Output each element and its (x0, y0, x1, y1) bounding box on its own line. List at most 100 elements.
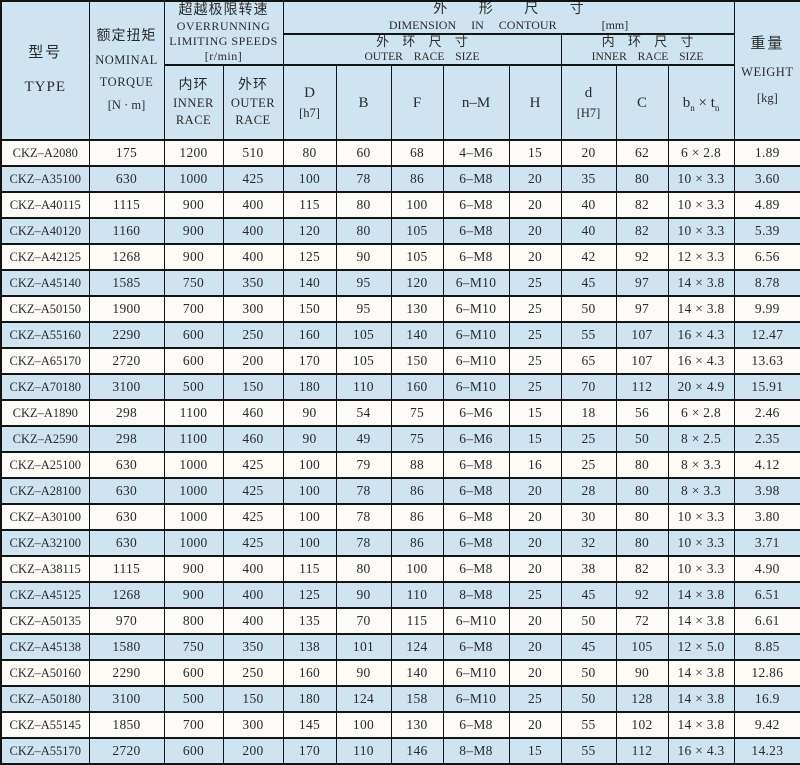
bore-diameter-cell: 20 (560, 139, 617, 168)
bolt-pattern-cell: 6–M10 (442, 607, 510, 636)
model-cell: CKZ–A65170 (0, 347, 90, 376)
inner-speed-cell: 800 (163, 607, 224, 636)
model-cell: CKZ–A55145 (0, 711, 90, 740)
inner-speed-cell: 900 (163, 243, 224, 272)
c-dim-cell: 128 (615, 685, 669, 714)
keyway-cell: 14 × 3.8 (667, 659, 735, 688)
bolt-pattern-cell: 6–M10 (442, 373, 510, 402)
c-dim-cell: 80 (615, 529, 669, 558)
inner-speed-cell: 900 (163, 191, 224, 220)
weight-cell: 9.99 (733, 295, 800, 324)
weight-cell: 6.51 (733, 581, 800, 610)
outer-speed-cell: 400 (222, 217, 284, 246)
model-cell: CKZ–A50180 (0, 685, 90, 714)
outer-diameter-cell: 145 (282, 711, 337, 740)
b-dim-cell: 79 (335, 451, 392, 480)
f-dim-cell: 130 (390, 711, 444, 740)
f-dim-cell: 100 (390, 191, 444, 220)
dimension-label-en: DIMENSION IN CONTOUR [mm] (388, 18, 629, 33)
h-dim-cell: 25 (508, 581, 562, 610)
torque-label-zh: 额定扭矩 (96, 28, 157, 44)
f-dim-cell: 124 (390, 633, 444, 662)
bolt-pattern-cell: 6–M6 (442, 425, 510, 454)
keyway-cell: 14 × 3.8 (667, 581, 735, 610)
torque-cell: 3100 (88, 685, 165, 714)
h-dim-cell: 25 (508, 685, 562, 714)
model-cell: CKZ–A55170 (0, 737, 90, 765)
bore-diameter-cell: 45 (560, 269, 617, 298)
inner-speed-cell: 700 (163, 295, 224, 324)
speeds-unit: [r/min] (204, 48, 243, 63)
f-dim-cell: 86 (390, 503, 444, 532)
model-cell: CKZ–A70180 (0, 373, 90, 402)
model-cell: CKZ–A35100 (0, 165, 90, 194)
inner-speed-cell: 750 (163, 269, 224, 298)
bore-diameter-cell: 70 (560, 373, 617, 402)
bore-diameter-cell: 18 (560, 399, 617, 428)
speeds-label-en2: LIMITING SPEEDS (169, 33, 278, 48)
outer-diameter-cell: 115 (282, 555, 337, 584)
outer-speed-label-zh: 外环 (238, 78, 268, 94)
col-header-type: 型号 TYPE (0, 0, 90, 142)
outer-size-label-zh: 外 环 尺 寸 (376, 34, 473, 49)
bolt-pattern-cell: 6–M8 (442, 503, 510, 532)
bore-diameter-cell: 28 (560, 477, 617, 506)
c-dim-cell: 80 (615, 477, 669, 506)
weight-cell: 3.98 (733, 477, 800, 506)
inner-speed-cell: 1000 (163, 477, 224, 506)
weight-label-en: WEIGHT (741, 64, 794, 79)
b-dim-cell: 78 (335, 165, 392, 194)
table-row: CKZ–A42125 1268 900 400 125 90 105 6–M8 … (0, 243, 800, 272)
c-dim-cell: 112 (615, 737, 669, 765)
bolt-pattern-cell: 6–M10 (442, 347, 510, 376)
bolt-pattern-cell: 6–M8 (442, 477, 510, 506)
outer-speed-label-en2: RACE (235, 112, 271, 127)
keyway-cell: 10 × 3.3 (667, 529, 735, 558)
outer-speed-cell: 400 (222, 191, 284, 220)
weight-cell: 12.47 (733, 321, 800, 350)
c-dim-cell: 92 (615, 581, 669, 610)
b-dim-cell: 80 (335, 217, 392, 246)
table-row: CKZ–A50135 970 800 400 135 70 115 6–M10 … (0, 607, 800, 636)
h-dim-cell: 25 (508, 347, 562, 376)
d-outer-tolerance: [h7] (299, 106, 320, 121)
col-header-outer-speed: 外环 OUTER RACE (222, 64, 284, 142)
keyway-cell: 14 × 3.8 (667, 269, 735, 298)
h-dim-cell: 20 (508, 659, 562, 688)
f-dim-cell: 75 (390, 425, 444, 454)
inner-speed-cell: 1000 (163, 165, 224, 194)
inner-speed-cell: 600 (163, 737, 224, 765)
outer-speed-cell: 425 (222, 477, 284, 506)
inner-speed-cell: 900 (163, 217, 224, 246)
torque-cell: 1585 (88, 269, 165, 298)
keyway-cell: 16 × 4.3 (667, 347, 735, 376)
weight-label-zh: 重量 (750, 35, 785, 52)
outer-diameter-cell: 100 (282, 529, 337, 558)
h-dim-cell: 16 (508, 451, 562, 480)
torque-cell: 630 (88, 451, 165, 480)
outer-diameter-cell: 180 (282, 685, 337, 714)
model-cell: CKZ–A1890 (0, 399, 90, 428)
outer-diameter-cell: 170 (282, 737, 337, 765)
header-row-3: 内环 INNER RACE 外环 OUTER RACE D [h7] B F (1, 64, 800, 142)
f-dim-cell: 146 (390, 737, 444, 765)
torque-cell: 630 (88, 529, 165, 558)
torque-cell: 970 (88, 607, 165, 636)
type-label-en: TYPE (24, 78, 66, 95)
b-dim-cell: 110 (335, 373, 392, 402)
table-row: CKZ–A55160 2290 600 250 160 105 140 6–M1… (0, 321, 800, 350)
outer-diameter-cell: 160 (282, 321, 337, 350)
inner-speed-cell: 900 (163, 581, 224, 610)
table-row: CKZ–A35100 630 1000 425 100 78 86 6–M8 2… (0, 165, 800, 194)
bolt-pattern-cell: 6–M8 (442, 191, 510, 220)
outer-speed-cell: 400 (222, 581, 284, 610)
bore-diameter-cell: 40 (560, 191, 617, 220)
weight-cell: 8.78 (733, 269, 800, 298)
table-row: CKZ–A70180 3100 500 150 180 110 160 6–M1… (0, 373, 800, 402)
model-cell: CKZ–A40115 (0, 191, 90, 220)
outer-diameter-cell: 125 (282, 581, 337, 610)
outer-speed-cell: 250 (222, 321, 284, 350)
c-dim-cell: 102 (615, 711, 669, 740)
b-dim-cell: 90 (335, 581, 392, 610)
table-row: CKZ–A38115 1115 900 400 115 80 100 6–M8 … (0, 555, 800, 584)
